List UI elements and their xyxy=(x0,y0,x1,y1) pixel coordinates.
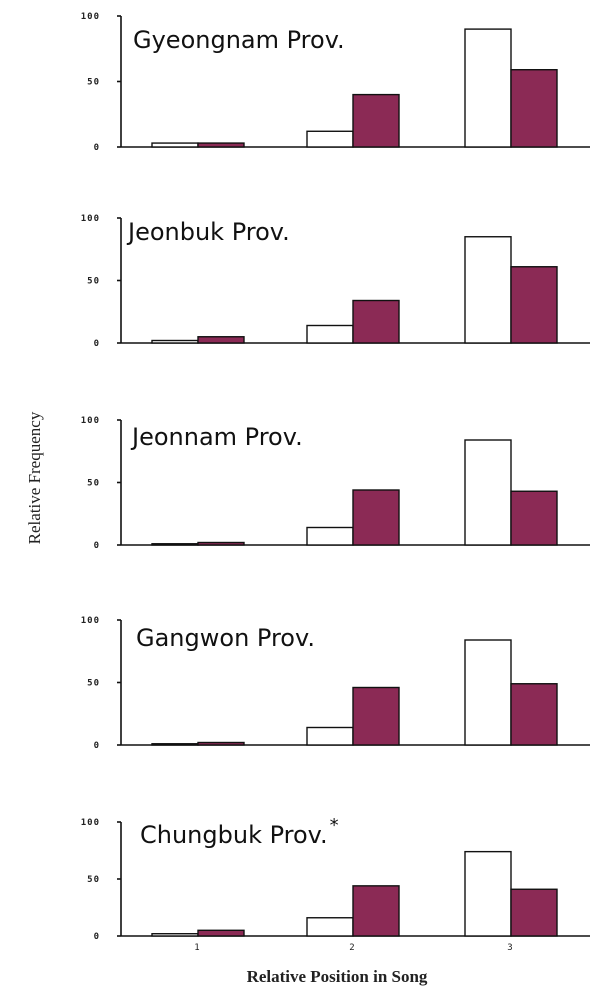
bar-series-1-cat-2 xyxy=(306,130,354,148)
bar-series-2-cat-1 xyxy=(197,741,245,746)
x-tick-label: 1 xyxy=(194,943,199,953)
y-tick-label: 100 xyxy=(81,818,100,828)
y-tick-label: 100 xyxy=(81,616,100,626)
bar-series-1-cat-3 xyxy=(464,850,512,937)
bar-series-1-cat-1 xyxy=(151,142,199,148)
bar-series-2-cat-2 xyxy=(352,299,400,344)
y-tick-label: 50 xyxy=(87,679,100,689)
bar-series-1-cat-1 xyxy=(151,543,199,546)
chart-panel-2: 100 50 0 Jeonbuk Prov. xyxy=(81,214,590,349)
y-tick-label: 100 xyxy=(81,12,100,22)
panel-title: Jeonnam Prov. xyxy=(130,423,303,451)
title-marker: * xyxy=(330,815,339,836)
bar-series-1-cat-3 xyxy=(464,439,512,546)
y-tick-label: 0 xyxy=(94,541,100,551)
bar-series-1-cat-2 xyxy=(306,526,354,546)
bar-series-1-cat-1 xyxy=(151,933,199,937)
bar-series-2-cat-2 xyxy=(352,93,400,148)
y-tick-label: 50 xyxy=(87,479,100,489)
chart-panel-4: 100 50 0 Gangwon Prov. xyxy=(81,616,590,751)
y-tick-label: 50 xyxy=(87,875,100,885)
bar-series-2-cat-3 xyxy=(510,683,558,746)
chart-panel-3: 100 50 0 Jeonnam Prov. xyxy=(81,416,590,551)
y-tick-label: 50 xyxy=(87,78,100,88)
bar-series-2-cat-1 xyxy=(197,541,245,546)
y-tick-label: 0 xyxy=(94,143,100,153)
bar-series-2-cat-1 xyxy=(197,336,245,344)
y-tick-label: 100 xyxy=(81,214,100,224)
panel-title: Gyeongnam Prov. xyxy=(133,26,345,54)
bar-series-1-cat-2 xyxy=(306,917,354,937)
bar-series-1-cat-3 xyxy=(464,236,512,344)
panel-title: Jeonbuk Prov. xyxy=(126,218,290,246)
panel-title: Gangwon Prov. xyxy=(136,624,315,652)
chart-panel-5: 100 50 0 1 2 3 Chungbuk Prov. * xyxy=(81,815,590,953)
bar-series-1-cat-1 xyxy=(151,743,199,746)
bar-series-2-cat-3 xyxy=(510,888,558,937)
bar-series-2-cat-1 xyxy=(197,929,245,937)
y-tick-label: 0 xyxy=(94,932,100,942)
bar-series-2-cat-3 xyxy=(510,69,558,148)
y-tick-label: 0 xyxy=(94,339,100,349)
y-tick-label: 50 xyxy=(87,277,100,287)
bar-series-2-cat-3 xyxy=(510,266,558,344)
x-tick-label: 3 xyxy=(507,943,512,953)
bar-series-1-cat-3 xyxy=(464,28,512,148)
chart-panel-1: 100 50 0 Gyeongnam Prov. xyxy=(81,12,590,153)
bar-series-2-cat-3 xyxy=(510,490,558,546)
bar-series-2-cat-1 xyxy=(197,142,245,148)
bar-series-2-cat-2 xyxy=(352,489,400,546)
x-tick-label: 2 xyxy=(349,943,354,953)
bar-series-1-cat-1 xyxy=(151,339,199,344)
bar-series-1-cat-2 xyxy=(306,726,354,746)
y-axis-label: Relative Frequency xyxy=(25,411,44,544)
y-tick-label: 0 xyxy=(94,741,100,751)
bar-series-2-cat-2 xyxy=(352,885,400,937)
bar-series-1-cat-2 xyxy=(306,324,354,344)
bar-series-1-cat-3 xyxy=(464,639,512,746)
y-tick-label: 100 xyxy=(81,416,100,426)
x-axis-label: Relative Position in Song xyxy=(247,967,428,986)
panel-title: Chungbuk Prov. xyxy=(140,821,328,849)
bar-series-2-cat-2 xyxy=(352,686,400,746)
